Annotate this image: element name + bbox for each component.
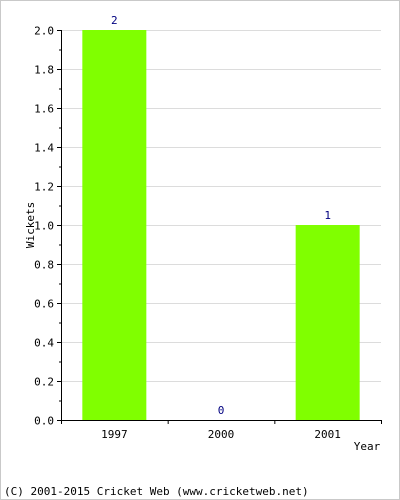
- axes-group: [57, 30, 382, 424]
- data-label: 0: [218, 404, 225, 417]
- copyright-text: (C) 2001-2015 Cricket Web (www.cricketwe…: [4, 485, 309, 498]
- y-tick-label: 1.0: [34, 220, 54, 233]
- y-tick-label: 1.4: [34, 142, 54, 155]
- bar-1997: [82, 30, 147, 420]
- x-axis-label: Year: [354, 440, 381, 453]
- bars-group: [82, 30, 360, 420]
- y-tick-label: 1.6: [34, 103, 54, 116]
- x-tick-label: 2001: [314, 428, 341, 441]
- y-axis-label: Wickets: [24, 202, 37, 248]
- y-tick-label: 0.2: [34, 376, 54, 389]
- x-tick-label: 1997: [101, 428, 128, 441]
- y-tick-label: 1.2: [34, 181, 54, 194]
- y-tick-label: 0.4: [34, 337, 54, 350]
- x-tick-label: 2000: [208, 428, 235, 441]
- y-tick-labels: 0.0 0.2 0.4 0.6 0.8 1.0 1.2 1.4 1.6 1.8 2.0: [34, 25, 54, 428]
- data-label: 1: [324, 209, 331, 222]
- bar-2001: [295, 225, 360, 420]
- data-labels: 2 0 1: [111, 14, 331, 417]
- y-tick-label: 1.8: [34, 64, 54, 77]
- x-tick-labels: 1997 2000 2001: [101, 428, 341, 441]
- y-tick-label: 0.0: [34, 415, 54, 428]
- data-label: 2: [111, 14, 118, 27]
- y-tick-label: 0.6: [34, 298, 54, 311]
- y-tick-label: 2.0: [34, 25, 54, 38]
- y-tick-label: 0.8: [34, 259, 54, 272]
